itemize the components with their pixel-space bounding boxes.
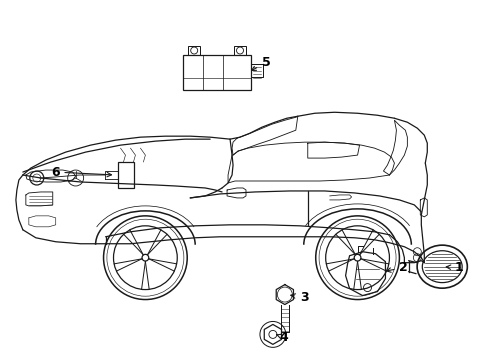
Text: 2: 2 [386, 261, 407, 274]
Bar [188, 45, 200, 55]
Text: 1: 1 [446, 261, 462, 274]
Text: 4: 4 [276, 331, 288, 344]
Bar [234, 45, 245, 55]
Bar [183, 55, 250, 90]
Bar [118, 162, 134, 188]
Text: 5: 5 [251, 56, 270, 71]
Text: 6: 6 [51, 166, 111, 179]
Text: 3: 3 [290, 291, 308, 304]
